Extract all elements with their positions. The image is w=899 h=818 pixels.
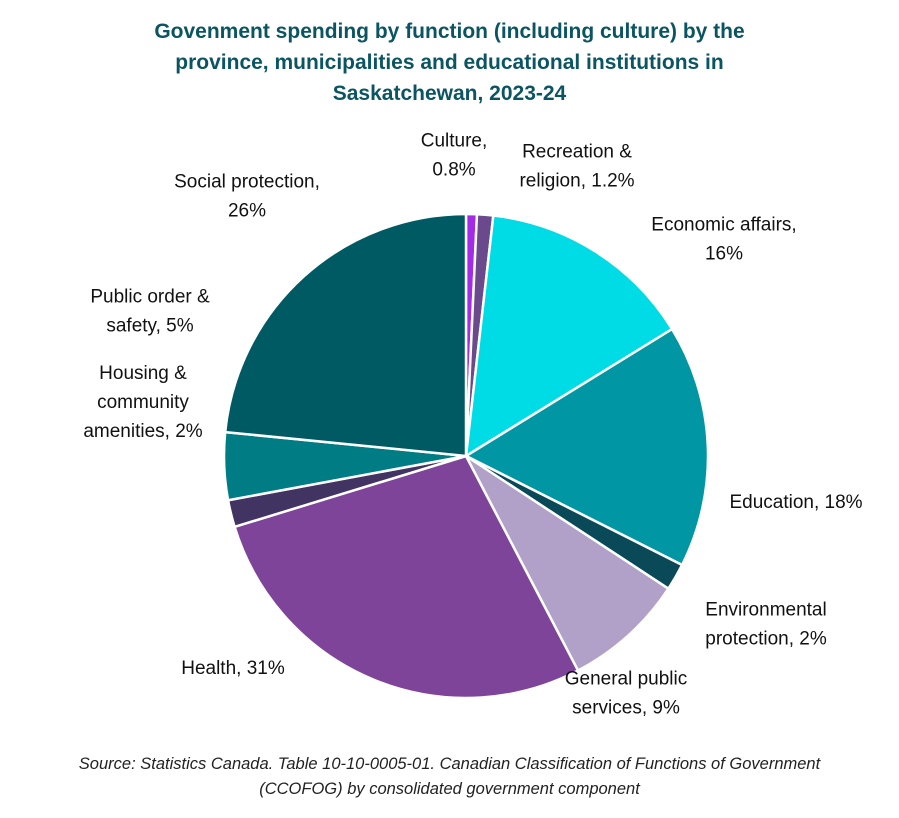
chart-title-line-2: province, municipalities and educational… xyxy=(175,51,724,74)
slice-label-general-public-services: General public services, 9% xyxy=(565,669,688,719)
slice-label-education: Education, 18% xyxy=(729,492,862,513)
source-line-1: Source: Statistics Canada. Table 10-10-0… xyxy=(78,755,821,773)
slice-label-line: Health, 31% xyxy=(181,658,285,679)
slice-label-economic-affairs: Economic affairs, 16% xyxy=(651,215,796,265)
slice-label-social-protection: Social protection, 26% xyxy=(174,172,320,222)
chart-title-line-1: Govenment spending by function (includin… xyxy=(154,20,745,43)
slice-label-housing-community-amenities: Housing & community amenities, 2% xyxy=(83,363,202,442)
pie-slice-social-protection xyxy=(223,212,468,458)
slice-label-line: protection, 2% xyxy=(705,629,827,650)
pie-slice-health xyxy=(233,454,580,700)
slice-label-line: services, 9% xyxy=(572,698,680,719)
slice-label-line: General public xyxy=(565,669,688,690)
source-note: Source: Statistics Canada. Table 10-10-0… xyxy=(0,752,899,802)
chart-title-line-3: Saskatchewan, 2023-24 xyxy=(332,82,567,105)
slice-label-line: Culture, xyxy=(421,131,488,152)
slice-label-line: Environmental xyxy=(705,600,826,621)
source-line-2: (CCOFOG) by consolidated government comp… xyxy=(259,780,640,798)
slice-label-recreation-religion: Recreation & religion, 1.2% xyxy=(519,142,634,192)
slice-label-line: Housing & xyxy=(99,363,187,384)
slice-label-public-order-safety: Public order & safety, 5% xyxy=(90,287,210,337)
slice-label-line: Economic affairs, xyxy=(651,215,796,236)
slice-label-line: Public order & xyxy=(90,287,210,308)
chart-title: Govenment spending by function (includin… xyxy=(0,16,899,109)
slice-label-environmental-protection: Environmental protection, 2% xyxy=(705,600,827,650)
slice-label-line: Education, 18% xyxy=(729,492,862,513)
slice-label-health: Health, 31% xyxy=(181,658,285,679)
pie-slice-economic-affairs xyxy=(464,214,674,458)
slice-label-line: safety, 5% xyxy=(106,316,193,337)
pie-slice-education xyxy=(464,327,710,567)
pie-chart: Culture, 0.8% Recreation & religion, 1.2% Ec… xyxy=(83,131,862,719)
pie-slices xyxy=(222,212,710,700)
slice-label-line: 0.8% xyxy=(432,160,475,181)
slice-label-culture: Culture, 0.8% xyxy=(421,131,488,181)
pie-labels: Culture, 0.8% Recreation & religion, 1.2% Ec… xyxy=(83,131,862,719)
pie-slice-general-public-services xyxy=(464,454,670,672)
slice-label-line: religion, 1.2% xyxy=(519,171,634,192)
slice-label-line: amenities, 2% xyxy=(83,421,202,442)
slice-label-line: Social protection, xyxy=(174,172,320,193)
slice-label-line: 16% xyxy=(705,244,743,265)
slice-label-line: Recreation & xyxy=(522,142,632,163)
slice-label-line: community xyxy=(97,392,189,413)
slice-label-line: 26% xyxy=(228,201,266,222)
